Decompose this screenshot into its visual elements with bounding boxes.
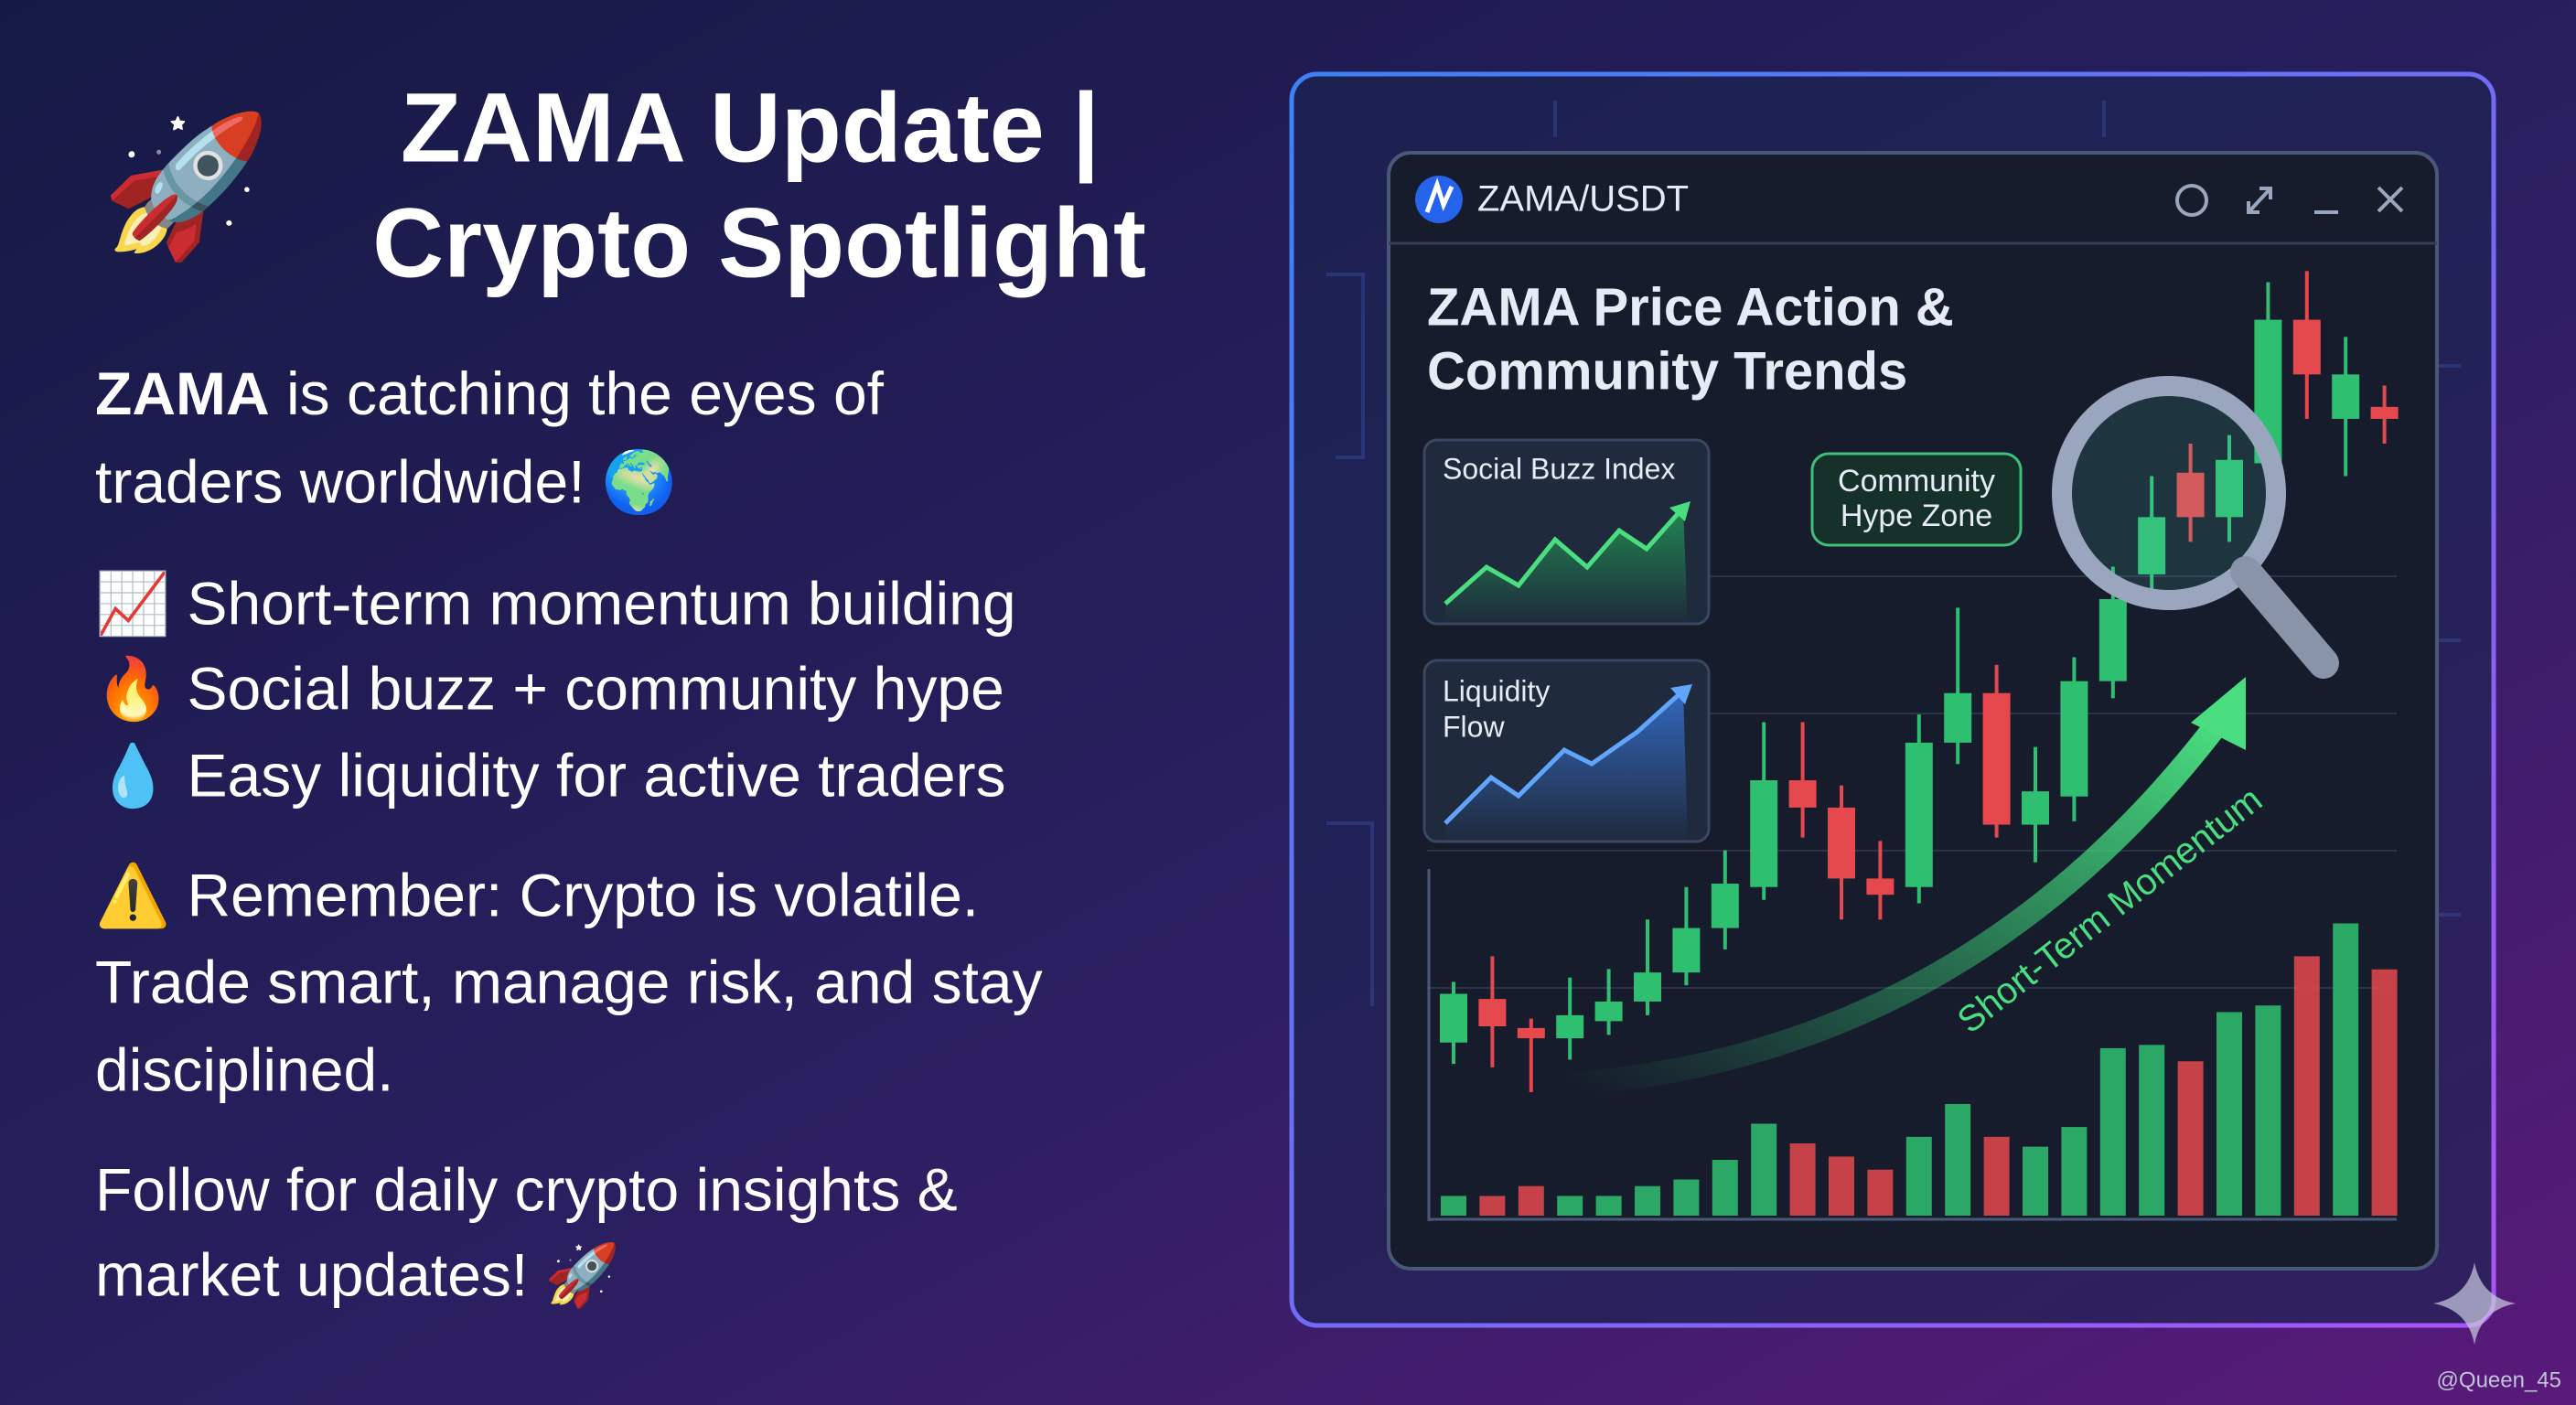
follow-line: Follow for daily crypto insights &	[95, 1155, 958, 1223]
candle-body	[1478, 999, 1507, 1026]
warning-line: disciplined.	[95, 1035, 394, 1103]
volume-bar	[1751, 1123, 1777, 1216]
candle-body	[1866, 878, 1894, 896]
window-controls[interactable]	[2175, 184, 2404, 217]
candle-body	[1982, 692, 2011, 825]
follow-line: market updates! 🚀	[95, 1240, 620, 1309]
volume-bar	[2023, 1146, 2048, 1216]
volume-bar	[1557, 1196, 1583, 1216]
candle-body	[2022, 791, 2049, 825]
magnifier-handle	[2230, 556, 2339, 679]
volume-bar	[2371, 969, 2398, 1216]
callout-text: Community	[1838, 464, 1995, 499]
warning-line: Trade smart, manage risk, and stay	[95, 948, 1043, 1015]
chart-title: Community Trends	[1427, 341, 1907, 401]
volume-bar	[1867, 1169, 1894, 1216]
volume-bar	[1518, 1185, 1544, 1216]
volume-bar	[1789, 1143, 1816, 1216]
candle-body	[2176, 472, 2205, 518]
headline-line: Crypto Spotlight	[372, 188, 1146, 298]
volume-bar	[1945, 1103, 1971, 1216]
social-arrowhead	[1669, 501, 1690, 521]
volume-bar	[1595, 1196, 1622, 1216]
volume-bar	[2216, 1012, 2242, 1216]
liquidity-sparkline-fill	[1445, 691, 1688, 842]
candle-body	[2060, 681, 2088, 797]
chart-title: ZAMA Price Action &	[1427, 277, 1954, 337]
intro-bold: ZAMA	[95, 359, 270, 427]
liquidity-arrowhead	[1670, 684, 1692, 704]
candlestick-chart	[1440, 271, 2399, 1216]
liquidity-sparkline	[1444, 689, 1685, 825]
candle-body	[1711, 884, 1739, 928]
candle-body	[2138, 517, 2166, 574]
bullet: 🔥 Social buzz + community hype	[95, 654, 1004, 723]
candle-body	[1788, 780, 1817, 808]
volume-bar	[1712, 1159, 1738, 1216]
volume-bar	[2061, 1127, 2088, 1216]
candle-body	[1828, 807, 1855, 879]
social-sparkline	[1444, 506, 1685, 606]
bullet: 📈 Short-term momentum building	[95, 569, 1016, 638]
candle-body	[1634, 972, 1661, 1002]
candle-body	[1556, 1014, 1584, 1039]
momentum-arrow	[1562, 711, 2230, 1096]
candle-body	[1750, 780, 1778, 887]
bullet: 💧 Easy liquidity for active traders	[95, 741, 1006, 810]
rocket-icon: 🚀	[101, 109, 272, 263]
logo	[1415, 176, 1463, 223]
callout	[1810, 452, 2023, 547]
intro-line: ZAMA is catching the eyes of	[95, 359, 885, 427]
candle-body	[2098, 598, 2127, 681]
intro-line: traders worldwide! 🌍	[95, 447, 677, 516]
volume-bar	[1905, 1136, 1932, 1216]
volume-bar	[2293, 956, 2320, 1216]
card-title: Flow	[1443, 710, 1505, 743]
callout-text: Hype Zone	[1841, 499, 1992, 533]
candle-body	[2332, 374, 2360, 419]
volume-bar	[1635, 1185, 1660, 1216]
volume-bar	[2139, 1045, 2165, 1216]
candle-body	[1594, 1001, 1623, 1022]
sparkle	[2433, 1262, 2516, 1345]
volume-bar	[1673, 1179, 1700, 1216]
candle-body	[1440, 993, 1467, 1043]
candle-body	[1517, 1027, 1545, 1039]
candle-body	[2216, 459, 2243, 518]
warning-line: ⚠️ Remember: Crypto is volatile.	[95, 861, 979, 929]
candle-body	[1944, 692, 1972, 743]
momentum-arrowhead	[2191, 677, 2246, 750]
volume-bar	[2177, 1061, 2204, 1216]
volume-bar	[2255, 1005, 2281, 1216]
card-title: Liquidity	[1443, 674, 1550, 707]
watermark: @Queen_45	[2437, 1367, 2561, 1392]
candle-body	[2292, 319, 2321, 375]
candle-body	[1672, 928, 1701, 973]
logo-glyph	[1424, 177, 1454, 213]
close-button[interactable]	[2377, 186, 2404, 213]
volume-bar	[2099, 1047, 2126, 1216]
magnifier-lens	[2052, 376, 2286, 610]
intro-text: is catching the eyes of	[270, 359, 885, 427]
card-title: Social Buzz Index	[1443, 452, 1675, 485]
volume-bar	[1983, 1136, 2010, 1216]
pair-label: ZAMA/USDT	[1477, 179, 1689, 220]
expand-button[interactable]	[2247, 187, 2272, 214]
volume-bar	[2333, 923, 2359, 1216]
volume-bar	[1441, 1196, 1466, 1216]
volume-bar	[1479, 1196, 1506, 1216]
settings-button[interactable]	[2175, 184, 2208, 217]
candle-body	[2370, 406, 2399, 419]
volume-bar	[1829, 1156, 1854, 1216]
candle-body	[1905, 742, 1933, 887]
headline-line: ZAMA Update |	[401, 72, 1100, 185]
